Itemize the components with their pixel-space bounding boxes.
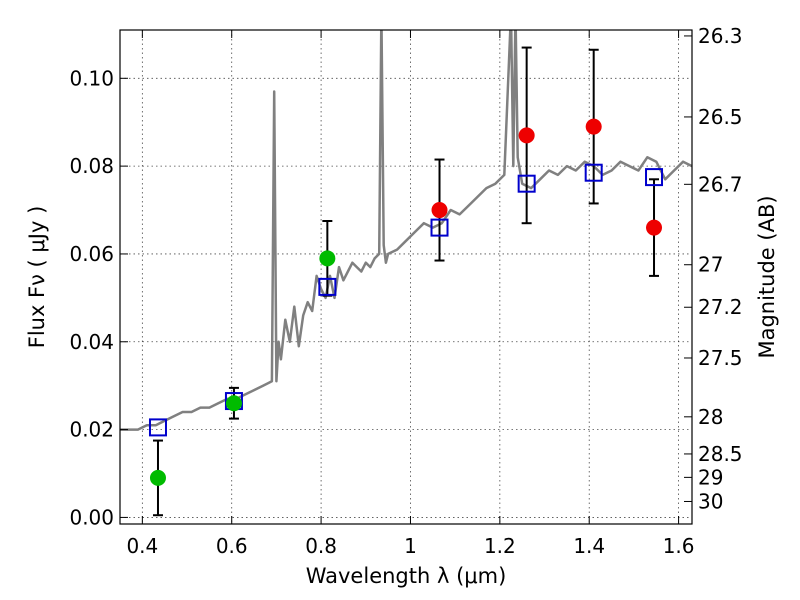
right-tick-label: 30 [698,489,723,513]
right-tick-label: 28 [698,405,723,429]
y-tick-label: 0.08 [69,154,114,178]
y-tick-label: 0.06 [69,242,114,266]
x-axis-label: Wavelength λ (μm) [306,564,507,588]
right-tick-label: 26.5 [698,105,743,129]
model-square [517,174,536,193]
nir-point [431,202,448,219]
x-tick-label: 0.6 [216,534,248,558]
x-tick-label: 0.4 [126,534,158,558]
y-tick-label: 0.00 [69,505,114,529]
grid [120,30,692,524]
right-tick-label: 27.5 [698,346,743,370]
right-tick-label: 26.7 [698,172,743,196]
nir-point [646,219,663,236]
model-square [148,418,167,437]
y-tick-label: 0.04 [69,330,114,354]
right-tick-label: 28.5 [698,442,743,466]
model-square [584,163,603,182]
x-tick-label: 0.8 [305,534,337,558]
axis-ticks: 0.4 0.6 0.8 1 1.2 1.4 1.6 0.00 0.02 0.04 0.06 0.08 0… [69,24,742,558]
model-square [430,218,449,237]
y-axis-label: Flux Fν ( μJy ) [25,206,49,349]
right-tick-label: 27 [698,253,723,277]
right-axis-label: Magnitude (AB) [755,195,779,358]
optical-point [149,469,166,486]
y-tick-label: 0.10 [69,66,114,90]
optical-point [225,395,242,412]
plot-frame [119,29,693,525]
x-tick-label: 1.4 [573,534,605,558]
x-tick-label: 1.2 [484,534,516,558]
right-tick-label: 26.3 [698,24,743,48]
nir-point [585,118,602,135]
spectrum-line [120,30,692,431]
model-square [645,168,664,187]
x-tick-label: 1.6 [663,534,695,558]
y-tick-label: 0.02 [69,418,114,442]
x-tick-label: 1 [404,534,417,558]
model-square [318,277,337,296]
right-tick-label: 27.2 [698,295,743,319]
optical-point [319,250,336,267]
right-tick-label: 29 [698,465,723,489]
nir-point [518,127,535,144]
plot-area [120,30,692,517]
